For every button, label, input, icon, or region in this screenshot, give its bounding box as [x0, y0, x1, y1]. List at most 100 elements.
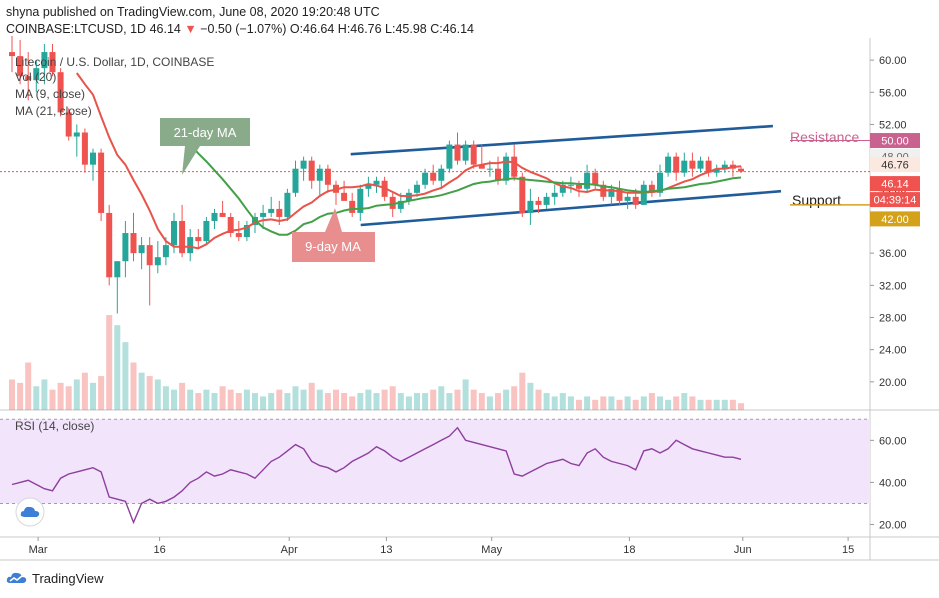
candle-body [414, 184, 420, 193]
instrument-title: Litecoin / U.S. Dollar, 1D, COINBASE [15, 55, 214, 69]
volume-bar [235, 393, 242, 410]
candle-body [616, 188, 623, 201]
candle-body [397, 200, 404, 209]
candle-body [519, 176, 526, 213]
symbol-line: COINBASE:LTCUSD, 1D 46.14 ▼ −0.50 (−1.07… [6, 22, 474, 36]
candle-body [179, 220, 186, 254]
volume-bar [673, 396, 680, 410]
x-tick-label: 13 [380, 544, 392, 556]
volume-bar [33, 386, 40, 410]
volume-bar [681, 393, 688, 410]
candle-body [308, 160, 315, 181]
candle-body [551, 192, 558, 197]
volume-bar [738, 403, 744, 410]
candle-body [673, 156, 680, 173]
volume-bar [65, 386, 72, 410]
x-tick-label: Mar [29, 544, 48, 556]
candle-body [624, 196, 631, 201]
volume-bar [592, 399, 599, 410]
candle-body [576, 184, 582, 189]
candle-body [697, 160, 704, 169]
volume-bar [616, 399, 623, 410]
candle-body [65, 112, 72, 137]
down-triangle-icon: ▼ [184, 22, 197, 36]
volume-bar [511, 386, 518, 410]
volume-bar [138, 372, 145, 410]
volume-bar [495, 393, 501, 410]
candle-body [90, 152, 96, 165]
candle-body [268, 208, 275, 213]
tradingview-logo[interactable]: TradingView [6, 570, 104, 586]
candle-body [648, 184, 655, 193]
volume-bar [243, 389, 250, 410]
volume-bar [365, 389, 372, 410]
candle-body [478, 164, 485, 169]
volume-bar [713, 399, 720, 410]
countdown-tag: 04:39:14 [874, 195, 917, 207]
support-price-tag-bg [870, 211, 920, 227]
volume-bar [551, 396, 558, 410]
y-tick-label: 56.00 [879, 87, 907, 99]
candle-body [171, 220, 177, 246]
candle-body [219, 212, 226, 217]
rsi-legend: RSI (14, close) [15, 419, 94, 433]
volume-bar [535, 389, 542, 410]
volume-bar [292, 386, 299, 410]
volume-bar [300, 389, 307, 410]
volume-bar [130, 362, 137, 410]
volume-bar [689, 396, 696, 410]
candle-body [154, 257, 161, 266]
candle-body [195, 237, 202, 242]
volume-bar [729, 399, 736, 410]
volume-bar [389, 386, 396, 410]
x-tick-label: 16 [153, 544, 165, 556]
volume-bar [171, 389, 177, 410]
volume-bar [98, 376, 105, 410]
candle-body [462, 144, 469, 161]
candle-body [73, 132, 80, 137]
volume-bar [324, 393, 331, 410]
candle-body [559, 184, 566, 193]
volume-bar [397, 393, 404, 410]
volume-bar [341, 393, 348, 410]
candle-body [486, 168, 493, 170]
volume-bar [414, 393, 420, 410]
rsi-band [0, 419, 870, 504]
candle-body [227, 216, 234, 234]
volume-bar [470, 389, 477, 410]
candle-body [511, 156, 518, 177]
volume-bar [357, 393, 364, 410]
y-tick-label: 24.00 [879, 345, 907, 357]
volume-bar [657, 396, 663, 410]
resistance-price-tag: 50.00 [881, 136, 909, 148]
candle-body [187, 237, 194, 254]
candle-body [130, 233, 137, 254]
volume-bar [697, 399, 704, 410]
last-price: 46.14 [149, 22, 181, 36]
ma21-legend: MA (21, close) [15, 104, 92, 118]
volume-bar [430, 389, 437, 410]
volume-bar [195, 393, 202, 410]
candle-body [260, 212, 267, 217]
candle-body [470, 144, 477, 165]
volume-bar [260, 396, 267, 410]
volume-bar [333, 389, 339, 410]
rsi-line [11, 426, 742, 525]
volume-bar [624, 396, 631, 410]
symbol-name[interactable]: COINBASE:LTCUSD, 1D [6, 22, 147, 36]
candle-body [584, 172, 591, 189]
candle-body [122, 233, 129, 262]
tradingview-cloud-icon [6, 572, 27, 583]
x-tick-label: May [481, 544, 502, 556]
candle-body [632, 196, 639, 205]
candle-body [292, 168, 299, 193]
ma9-price-tag: 46.76 [881, 160, 909, 172]
volume-bar [203, 389, 210, 410]
candle-body [446, 144, 453, 169]
last-price-tag-bg [870, 176, 920, 192]
candle-body [276, 208, 283, 217]
candle-body [235, 233, 242, 238]
candle-body [284, 192, 291, 217]
ma9-callout [292, 208, 375, 262]
volume-bar [559, 393, 566, 410]
